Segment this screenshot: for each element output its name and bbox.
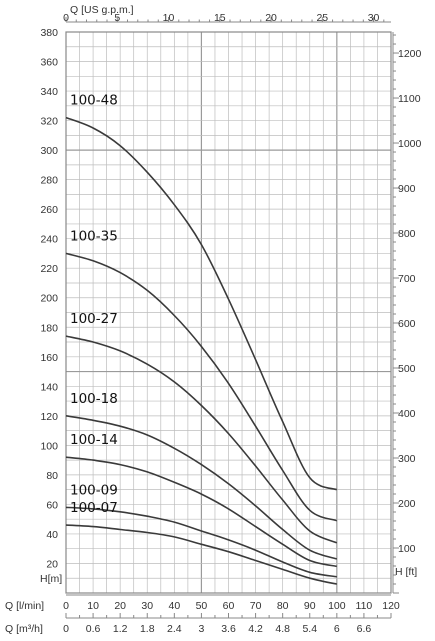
curve-100-35 (65, 252, 338, 522)
curve-label-100-48: 100-48 (70, 93, 118, 109)
curve-label-100-07: 100-07 (70, 500, 118, 516)
right-tick-label: 1200 (398, 48, 422, 60)
top-axis-title: Q [US g.p.m.] (70, 4, 134, 16)
bottom2-axis-title: Q [m³/h] (5, 623, 43, 635)
left-tick-label: 180 (40, 322, 58, 334)
bottom-tick-label: 90 (304, 600, 316, 612)
bottom2-tick-label: 0 (63, 623, 69, 635)
curve-label-100-14: 100-14 (70, 432, 118, 448)
left-tick-label: 300 (40, 145, 58, 157)
plot-frame (65, 17, 399, 619)
right-axis-title: H [ft] (395, 566, 417, 578)
bottom-tick-label: 0 (63, 600, 69, 612)
bottom2-tick-label: 4.8 (275, 623, 290, 635)
left-tick-label: 120 (40, 411, 58, 423)
curve-100-07 (65, 524, 337, 585)
right-tick-label: 400 (398, 408, 416, 420)
right-tick-label: 600 (398, 318, 416, 330)
bottom-tick-label: 100 (328, 600, 346, 612)
bottom2-tick-label: 0.6 (86, 623, 101, 635)
bottom-tick-label: 40 (168, 600, 180, 612)
right-tick-label: 500 (398, 363, 416, 375)
bottom-tick-label: 10 (87, 600, 99, 612)
top-tick-label: 5 (114, 12, 120, 24)
bottom-tick-label: 20 (114, 600, 126, 612)
bottom2-tick-label: 3.6 (221, 623, 236, 635)
left-tick-label: 20 (46, 558, 58, 570)
right-tick-label: 700 (398, 273, 416, 285)
bottom-tick-label: 60 (223, 600, 235, 612)
curve-label-100-09: 100-09 (70, 482, 118, 498)
curve-100-18 (65, 415, 338, 560)
bottom2-tick-label: 6.6 (357, 623, 372, 635)
right-tick-label: 1000 (398, 138, 422, 150)
curve-label-100-35: 100-35 (70, 228, 118, 244)
bottom-tick-label: 30 (141, 600, 153, 612)
left-tick-label: 380 (40, 27, 58, 39)
left-tick-label: 100 (40, 440, 58, 452)
bottom2-tick-label: 4.2 (248, 623, 263, 635)
left-tick-label: 160 (40, 352, 58, 364)
left-tick-label: 340 (40, 86, 58, 98)
top-tick-label: 10 (163, 12, 175, 24)
curve-100-14 (65, 456, 337, 568)
curve-100-27 (65, 335, 338, 544)
right-tick-label: 800 (398, 228, 416, 240)
top-tick-label: 25 (316, 12, 328, 24)
curves (65, 116, 338, 585)
top-tick-label: 30 (368, 12, 380, 24)
left-tick-label: 260 (40, 204, 58, 216)
curve-label-100-27: 100-27 (70, 311, 118, 327)
bottom-tick-label: 110 (356, 600, 373, 612)
plot-border (65, 31, 392, 594)
left-tick-label: 60 (46, 499, 58, 511)
right-tick-label: 200 (398, 498, 416, 510)
left-tick-label: 360 (40, 57, 58, 69)
bottom-axis-title: Q [l/min] (5, 600, 44, 612)
top-tick-label: 20 (265, 12, 277, 24)
left-tick-label: 80 (46, 470, 58, 482)
left-tick-label: 280 (40, 175, 58, 187)
left-tick-label: 320 (40, 116, 58, 128)
left-tick-label: 240 (40, 234, 58, 246)
left-tick-label: 40 (46, 529, 58, 541)
bottom2-tick-label: 1.2 (113, 623, 128, 635)
right-tick-label: 300 (398, 453, 416, 465)
right-tick-label: 1100 (398, 93, 421, 105)
right-tick-label: 100 (398, 543, 416, 555)
bottom-tick-label: 80 (277, 600, 289, 612)
curve-100-09 (65, 506, 337, 578)
curve-labels: 100-48 100-35 100-27 100-18 100-14 100-09 100-… (70, 93, 118, 516)
curve-label-100-18: 100-18 (70, 391, 118, 407)
bottom-tick-label: 50 (196, 600, 208, 612)
left-tick-label: 220 (40, 263, 58, 275)
right-tick-label: 900 (398, 183, 416, 195)
bottom-tick-label: 70 (250, 600, 262, 612)
bottom-tick-label: 120 (382, 600, 400, 612)
bottom2-tick-label: 5.4 (302, 623, 317, 635)
left-tick-label: 140 (40, 381, 58, 393)
bottom2-tick-label: 6 (334, 623, 340, 635)
bottom2-tick-label: 2.4 (167, 623, 182, 635)
tick-labels: 2040608010012014016018020022024026028030… (40, 12, 421, 635)
bottom2-tick-label: 1.8 (140, 623, 155, 635)
left-tick-label: 200 (40, 293, 58, 305)
top-tick-label: 0 (63, 12, 69, 24)
curve-100-48 (65, 116, 338, 491)
left-axis-title: H[m] (40, 573, 62, 585)
bottom2-tick-label: 3 (198, 623, 204, 635)
top-tick-label: 15 (214, 12, 226, 24)
